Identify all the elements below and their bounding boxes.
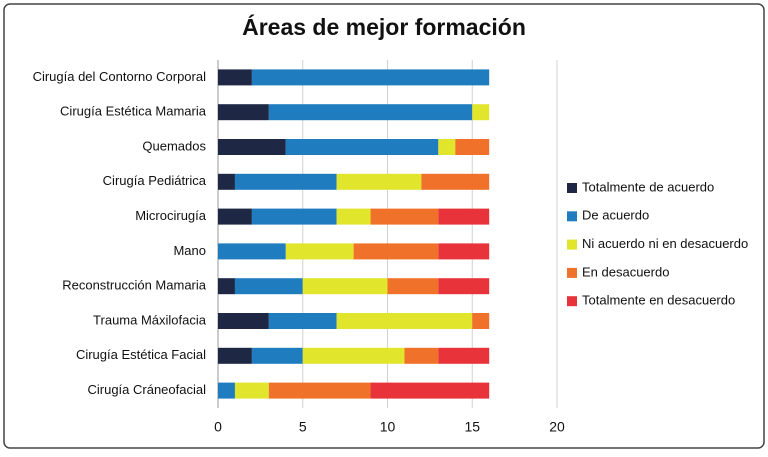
bar-segment [218,382,235,399]
bar-segment [285,243,354,260]
x-tick-label: 10 [380,419,396,435]
y-tick-label: Quemados [142,138,206,153]
x-tick-label: 0 [214,419,222,435]
bar-segment [218,104,269,121]
y-tick-label: Cirugía Estética Mamaria [60,104,207,119]
bar-segment [218,243,286,260]
bar-segment [218,347,252,364]
legend-label: De acuerdo [582,208,649,223]
bar-segment [438,139,456,155]
y-tick-label: Cirugía Estética Facial [76,347,206,362]
bar-segment [251,208,337,225]
y-tick-label: Reconstrucción Mamaria [62,278,207,293]
bar-segment [234,173,337,190]
bar-segment [218,208,252,225]
bar-segment [302,278,388,295]
x-tick-label: 5 [299,419,307,435]
bar-segment [336,313,473,329]
bar-segment [268,104,473,121]
bar-segment [336,173,422,190]
chart-frame [3,3,765,449]
bar-segment [234,278,303,295]
bar-segment [336,208,371,225]
bar-segment [302,347,405,364]
x-tick-label: 20 [549,419,565,435]
bar-segment [404,347,439,364]
y-tick-label: Cirugía Pediátrica [103,173,207,188]
bar-segment [251,69,490,86]
legend-label: Totalmente en desacuerdo [582,293,735,308]
y-tick-label: Cirugía Cráneofacial [87,382,206,397]
legend-swatch [567,296,577,307]
bar-segment [472,104,490,121]
bar-segment [218,313,269,329]
bar-segment [268,382,371,399]
legend-label: Ni acuerdo ni en desacuerdo [582,236,748,251]
bar-segment [455,139,490,155]
bar-segment [472,313,490,329]
legend-swatch [567,267,577,278]
bar-segment [218,69,252,86]
legend-swatch [567,183,577,193]
legend-swatch [567,211,577,222]
bar-segment [268,313,337,329]
bar-segment [370,208,439,225]
y-tick-label: Microcirugía [135,208,207,223]
legend-label: Totalmente de acuerdo [582,179,714,194]
bar-segment [438,347,490,364]
legend-label: En desacuerdo [582,264,669,279]
bar-segment [387,278,439,295]
y-tick-label: Trauma Máxilofacia [93,312,207,327]
bar-segment [421,173,490,190]
bar-segment [438,243,490,260]
bar-segment [438,278,490,295]
chart-title: Áreas de mejor formación [242,13,526,40]
bar-segment [234,382,269,399]
y-tick-label: Cirugía del Contorno Corporal [33,69,207,84]
y-tick-label: Mano [173,243,206,258]
bar-segment [370,382,490,399]
bar-segment [438,208,490,225]
legend-swatch [567,239,577,250]
bar-segment [251,347,303,364]
bar-segment [285,139,439,155]
bar-segment [353,243,439,260]
bar-segment [218,173,235,190]
bar-segment [218,278,235,295]
x-tick-label: 15 [464,419,480,435]
bar-segment [218,139,286,155]
